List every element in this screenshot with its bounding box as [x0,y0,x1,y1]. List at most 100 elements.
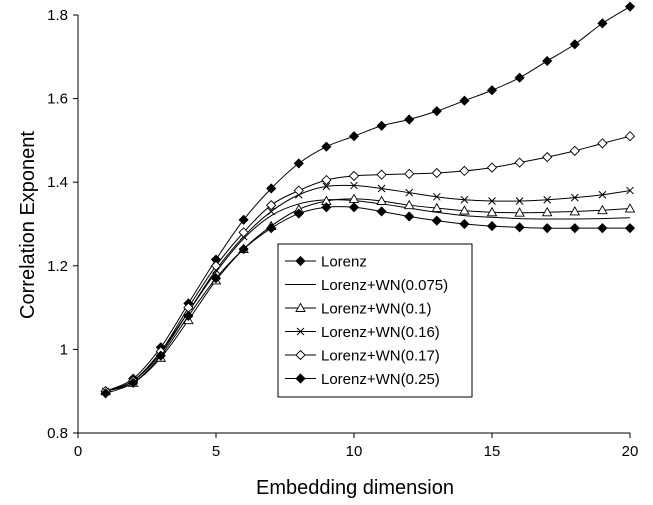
data-point [431,106,442,117]
legend-marker [295,349,306,361]
data-point [514,157,525,168]
legend-item: Lorenz+WN(0.17) [285,348,440,365]
data-point [210,260,222,271]
data-point [541,206,553,217]
legend-label: Lorenz+WN(0.16) [321,324,440,341]
data-point [348,202,360,213]
data-point [459,218,470,230]
legend-item: Lorenz+WN(0.16) [285,324,440,341]
data-point [128,377,139,388]
x-tick-label: 5 [212,443,220,460]
data-point [377,184,386,193]
series-layer [100,1,636,399]
data-point [321,141,332,152]
legend-item: Lorenz+WN(0.25) [285,371,440,388]
x-tick-label: 15 [484,443,501,460]
data-point [405,188,414,197]
data-point [376,206,387,217]
x-tick-label: 10 [346,443,363,460]
data-point [348,193,360,203]
legend-marker [295,373,306,384]
data-point [542,223,553,234]
data-point [486,162,498,173]
legend-marker [295,255,306,267]
data-point [597,223,608,234]
data-point [460,195,469,204]
data-point [432,192,441,201]
data-point [486,85,498,96]
data-point [431,167,442,179]
data-point [624,223,636,234]
y-tick-label: 1 [60,341,68,358]
data-point [431,215,442,226]
data-point [569,206,581,216]
legend-item: Lorenz+WN(0.075) [285,277,448,294]
legend-marker [296,327,305,336]
data-point [266,200,277,211]
data-point [293,208,304,219]
y-tick-label: 0.8 [47,425,68,442]
data-point [459,95,470,106]
legend-label: Lorenz+WN(0.25) [321,371,440,388]
data-point [238,227,249,238]
legend: Lorenz Lorenz+WN(0.075) Lorenz+WN(0.1) Lore… [277,243,473,398]
data-point [348,131,360,142]
axes: 0.8 1 1.2 1.4 1.6 1.8 0 5 10 15 20 [47,7,638,460]
data-point [597,204,608,215]
data-point [350,181,358,190]
data-point [266,183,277,194]
data-point [597,18,608,29]
data-point [238,244,249,255]
legend-box [277,243,473,398]
legend-item: Lorenz+WN(0.1) [285,301,431,318]
legend-label: Lorenz+WN(0.17) [321,348,440,365]
data-point [459,165,470,177]
data-point [266,223,277,234]
data-point [348,170,360,182]
data-point [514,207,525,217]
y-tick-label: 1.4 [47,174,68,191]
data-point [322,182,331,191]
x-tick-label: 0 [74,443,82,460]
data-point [486,206,498,217]
data-point [404,168,415,179]
data-point [403,199,415,210]
data-point [488,197,496,205]
data-point [376,120,387,131]
data-point [431,202,443,213]
data-point [569,223,580,234]
data-point [210,273,222,284]
data-point [404,211,415,222]
data-point [626,186,634,195]
data-point [514,72,525,83]
data-point [404,114,415,125]
y-tick-label: 1.2 [47,258,68,275]
data-point [321,202,332,213]
data-point [624,131,636,142]
data-point [570,193,579,202]
data-point [100,388,111,399]
legend-marker [295,302,306,312]
data-point [293,158,304,169]
data-point [514,222,525,233]
y-axis-title: Correlation Exponent [17,131,39,319]
data-point [542,55,553,67]
x-axis-title: Embedding dimension [256,477,454,499]
data-point [459,205,470,215]
x-tick-label: 20 [622,443,639,460]
data-point [238,214,249,225]
data-point [569,39,580,50]
y-tick-label: 1.8 [47,7,68,24]
data-point [624,1,636,12]
data-point [598,190,607,199]
data-point [183,310,194,322]
data-point [155,350,166,361]
legend-item: Lorenz [285,254,367,271]
data-point [569,145,580,156]
legend-label: Lorenz+WN(0.1) [321,301,431,318]
data-point [376,195,387,205]
data-point [486,221,498,232]
data-point [542,151,553,163]
